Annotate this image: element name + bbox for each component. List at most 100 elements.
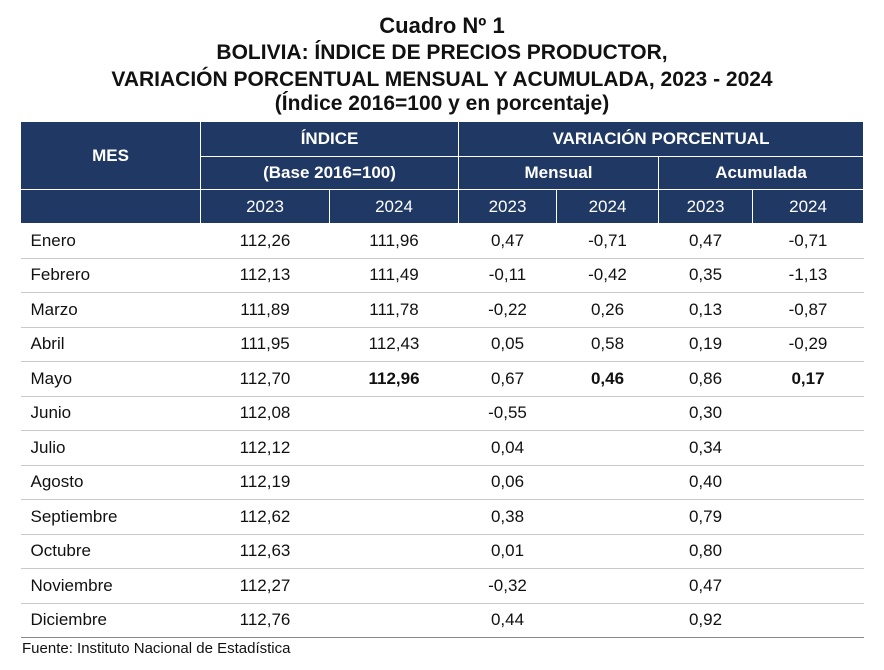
cell-mensual-2023: -0,55 — [458, 396, 557, 431]
cell-acumulada-2023: 0,34 — [658, 430, 753, 466]
title-line-3: VARIACIÓN PORCENTUAL MENSUAL Y ACUMULADA… — [111, 68, 773, 91]
cell-mensual-2024 — [556, 396, 659, 431]
cell-acumulada-2024 — [752, 568, 864, 604]
header-acumulada: Acumulada — [657, 156, 865, 190]
cell-mes: Agosto — [20, 465, 201, 500]
title-line-2: BOLIVIA: ÍNDICE DE PRECIOS PRODUCTOR, — [216, 41, 668, 64]
cell-mensual-2023: -0,32 — [458, 568, 557, 604]
cell-acumulada-2024 — [752, 534, 864, 569]
cell-indice-2023: 112,63 — [200, 534, 330, 569]
cell-acumulada-2023: 0,47 — [658, 568, 753, 604]
table-title: Cuadro Nº 1 BOLIVIA: ÍNDICE DE PRECIOS P… — [0, 12, 884, 115]
cell-mensual-2023: 0,04 — [458, 430, 557, 466]
cell-mensual-2024: 0,26 — [556, 292, 659, 328]
cell-mensual-2024 — [556, 534, 659, 569]
cell-indice-2023: 112,70 — [200, 361, 330, 397]
cell-acumulada-2023: 0,19 — [658, 327, 753, 362]
cell-mensual-2024: 0,58 — [556, 327, 659, 362]
cell-indice-2023: 112,62 — [200, 499, 330, 535]
cell-mes: Junio — [20, 396, 201, 431]
cell-mensual-2023: 0,47 — [458, 223, 557, 259]
table-row: Abril 111,95 112,43 0,05 0,58 0,19 -0,29 — [20, 327, 864, 362]
cell-mes: Octubre — [20, 534, 201, 569]
header-year-blank — [20, 189, 201, 224]
header-variacion: VARIACIÓN PORCENTUAL — [457, 121, 865, 157]
cell-indice-2023: 112,76 — [200, 603, 330, 638]
title-line-1: Cuadro Nº 1 — [379, 13, 505, 38]
cell-mes: Abril — [20, 327, 201, 362]
table-row: Marzo 111,89 111,78 -0,22 0,26 0,13 -0,8… — [20, 292, 864, 328]
table-row: Septiembre 112,62 0,38 0,79 — [20, 499, 864, 535]
header-mensual: Mensual — [458, 156, 659, 190]
cell-mes: Septiembre — [20, 499, 201, 535]
cell-indice-2024: 111,49 — [329, 258, 459, 293]
cell-indice-2023: 112,13 — [200, 258, 330, 293]
table-row: Octubre 112,63 0,01 0,80 — [20, 534, 864, 569]
cell-acumulada-2024 — [752, 465, 864, 500]
table-row: Mayo 112,70 112,96 0,67 0,46 0,86 0,17 — [20, 361, 864, 397]
table-row: Agosto 112,19 0,06 0,40 — [20, 465, 864, 500]
cell-indice-2023: 112,19 — [200, 465, 330, 500]
table-row: Diciembre 112,76 0,44 0,92 — [20, 603, 864, 638]
cell-indice-2024 — [329, 396, 459, 431]
cell-indice-2024 — [329, 499, 459, 535]
cell-mensual-2023: 0,05 — [458, 327, 557, 362]
cell-indice-2024 — [329, 603, 459, 638]
cell-indice-2024 — [329, 430, 459, 466]
source-note: Fuente: Instituto Nacional de Estadístic… — [22, 640, 291, 657]
cell-acumulada-2023: 0,40 — [658, 465, 753, 500]
cell-mes: Noviembre — [20, 568, 201, 604]
cell-acumulada-2024: -0,29 — [752, 327, 864, 362]
cell-mes: Enero — [20, 223, 201, 259]
cell-acumulada-2023: 0,47 — [658, 223, 753, 259]
header-base: (Base 2016=100) — [200, 156, 459, 190]
cell-acumulada-2023: 0,30 — [658, 396, 753, 431]
cell-acumulada-2023: 0,92 — [658, 603, 753, 638]
cell-mes: Marzo — [20, 292, 201, 328]
cell-acumulada-2023: 0,86 — [658, 361, 753, 397]
header-mes: MES — [20, 121, 201, 190]
cell-mes: Febrero — [20, 258, 201, 293]
header-year: 2024 — [329, 189, 459, 224]
header-year: 2024 — [751, 189, 865, 224]
cell-mensual-2023: 0,38 — [458, 499, 557, 535]
cell-acumulada-2024 — [752, 396, 864, 431]
cell-mensual-2024 — [556, 499, 659, 535]
cell-indice-2023: 112,08 — [200, 396, 330, 431]
cell-mensual-2023: 0,01 — [458, 534, 557, 569]
cell-indice-2024: 112,96 — [329, 361, 459, 397]
cell-acumulada-2024: -0,87 — [752, 292, 864, 328]
cell-mensual-2024 — [556, 465, 659, 500]
cell-acumulada-2024 — [752, 603, 864, 638]
cell-acumulada-2023: 0,13 — [658, 292, 753, 328]
cell-indice-2024: 112,43 — [329, 327, 459, 362]
price-index-table: MES ÍNDICE VARIACIÓN PORCENTUAL (Base 20… — [20, 121, 865, 638]
table-row: Noviembre 112,27 -0,32 0,47 — [20, 568, 864, 604]
cell-indice-2024: 111,96 — [329, 223, 459, 259]
cell-mensual-2023: 0,44 — [458, 603, 557, 638]
cell-indice-2023: 111,89 — [200, 292, 330, 328]
table-row: Julio 112,12 0,04 0,34 — [20, 430, 864, 466]
cell-indice-2024 — [329, 534, 459, 569]
cell-acumulada-2023: 0,79 — [658, 499, 753, 535]
cell-acumulada-2024 — [752, 499, 864, 535]
cell-mensual-2023: 0,06 — [458, 465, 557, 500]
cell-indice-2024: 111,78 — [329, 292, 459, 328]
cell-acumulada-2023: 0,80 — [658, 534, 753, 569]
cell-acumulada-2024: -1,13 — [752, 258, 864, 293]
header-year: 2023 — [458, 189, 557, 224]
header-year: 2023 — [200, 189, 330, 224]
cell-acumulada-2023: 0,35 — [658, 258, 753, 293]
cell-mensual-2024: -0,42 — [556, 258, 659, 293]
cell-indice-2024 — [329, 465, 459, 500]
cell-mensual-2024: -0,71 — [556, 223, 659, 259]
cell-mes: Julio — [20, 430, 201, 466]
header-year: 2024 — [556, 189, 659, 224]
header-indice: ÍNDICE — [200, 121, 459, 157]
cell-mensual-2023: -0,11 — [458, 258, 557, 293]
cell-acumulada-2024: -0,71 — [752, 223, 864, 259]
cell-mensual-2024 — [556, 568, 659, 604]
table-row: Febrero 112,13 111,49 -0,11 -0,42 0,35 -… — [20, 258, 864, 293]
cell-mensual-2024: 0,46 — [556, 361, 659, 397]
cell-acumulada-2024 — [752, 430, 864, 466]
